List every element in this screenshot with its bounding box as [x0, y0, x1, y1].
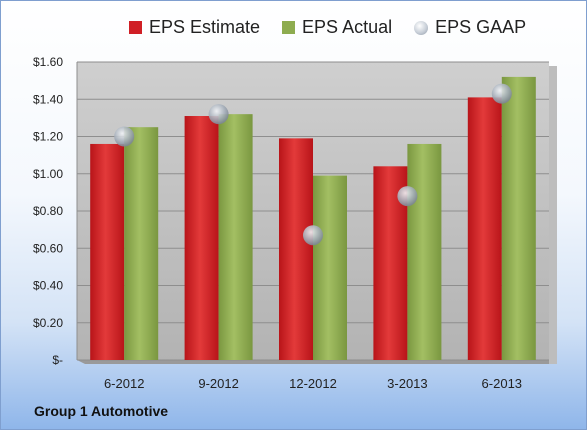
legend-label-actual: EPS Actual: [302, 17, 393, 37]
marker-eps-gaap: [491, 83, 512, 104]
marker-eps-gaap: [397, 186, 418, 207]
bar-eps-actual: [313, 175, 347, 360]
bar-eps-estimate: [467, 97, 502, 360]
legend-label-estimate: EPS Estimate: [149, 17, 261, 37]
x-tick-label: 6-2012: [104, 376, 144, 391]
x-tick-label: 12-2012: [289, 376, 337, 391]
y-tick-label: $0.60: [33, 241, 63, 255]
bar-eps-actual: [218, 114, 253, 361]
y-tick-label: $1.40: [33, 92, 63, 106]
y-tick-label: $0.40: [33, 279, 63, 293]
y-tick-label: $0.80: [33, 204, 63, 218]
x-tick-label: 3-2013: [387, 376, 427, 391]
y-tick-label: $0.20: [33, 316, 63, 330]
plot-side-wall: [549, 66, 557, 364]
legend-item-actual: EPS Actual: [282, 17, 392, 38]
legend-swatch-estimate: [129, 21, 142, 34]
bar-eps-actual: [124, 127, 159, 360]
y-tick-label: $-: [52, 353, 63, 367]
bar-eps-estimate: [90, 143, 125, 360]
bar-eps-estimate: [279, 138, 313, 360]
company-caption: Group 1 Automotive: [34, 403, 169, 419]
legend-item-estimate: EPS Estimate: [129, 17, 260, 38]
legend-swatch-gaap: [414, 20, 429, 35]
y-tick-label: $1.60: [33, 55, 63, 69]
x-tick-label: 9-2012: [198, 376, 238, 391]
y-tick-label: $1.20: [33, 130, 63, 144]
marker-eps-gaap: [114, 126, 135, 147]
legend-label-gaap: EPS GAAP: [435, 17, 527, 37]
legend-swatch-actual: [282, 21, 296, 34]
y-tick-label: $1.00: [33, 167, 63, 181]
plot-floor: [77, 360, 557, 364]
x-tick-label: 6-2013: [482, 376, 522, 391]
marker-eps-gaap: [303, 225, 323, 246]
chart-legend: EPS Estimate EPS Actual EPS GAAP: [129, 17, 526, 38]
bar-eps-actual: [407, 143, 442, 360]
bar-eps-actual: [501, 76, 536, 361]
bar-eps-estimate: [184, 116, 219, 360]
legend-item-gaap: EPS GAAP: [414, 17, 526, 38]
marker-eps-gaap: [208, 104, 229, 125]
